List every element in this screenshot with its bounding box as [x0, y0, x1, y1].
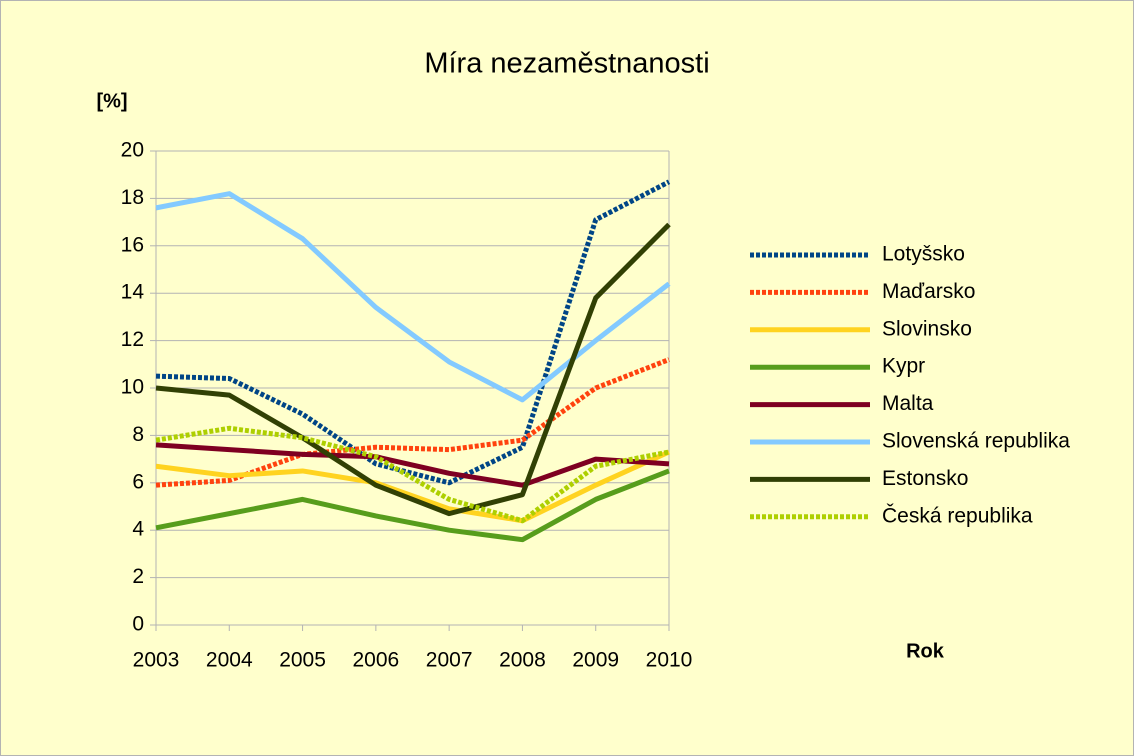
series-line — [155, 425, 670, 524]
y-tick-label: 16 — [121, 233, 144, 256]
y-tick-label: 12 — [121, 328, 144, 351]
legend-label: Maďarsko — [882, 280, 975, 303]
y-tick-label: 20 — [121, 139, 144, 162]
chart-title: Míra nezaměstnanosti — [424, 48, 709, 80]
legend-label: Kypr — [882, 355, 925, 378]
series-line — [155, 191, 671, 403]
x-tick-label: 2008 — [499, 649, 546, 672]
series-line — [155, 449, 671, 524]
legend-label: Malta — [882, 392, 934, 415]
x-tick-label: 2006 — [352, 649, 399, 672]
legend-label: Slovinsko — [882, 317, 972, 340]
y-tick-label: 0 — [132, 613, 144, 636]
y-tick-label: 8 — [132, 423, 144, 446]
x-tick-label: 2007 — [426, 649, 473, 672]
series-line — [155, 179, 671, 486]
series-line — [155, 468, 670, 543]
x-tick-label: 2003 — [133, 649, 180, 672]
legend-label: Lotyšsko — [882, 243, 965, 266]
x-axis-label: Rok — [906, 640, 945, 662]
x-tick-label: 2009 — [572, 649, 619, 672]
series-line — [155, 222, 671, 517]
x-tick-label: 2005 — [279, 649, 326, 672]
legend-label: Estonsko — [882, 467, 968, 490]
x-tick-label: 2010 — [646, 649, 693, 672]
y-tick-label: 6 — [132, 470, 144, 493]
y-tick-label: 10 — [121, 376, 144, 399]
legend-label: Česká republika — [882, 504, 1033, 527]
y-axis-label: [%] — [96, 90, 127, 112]
legend-label: Slovenská republika — [882, 430, 1070, 453]
y-tick-label: 4 — [132, 518, 144, 541]
x-tick-label: 2004 — [206, 649, 253, 672]
y-tick-label: 2 — [132, 565, 144, 588]
y-tick-label: 14 — [121, 281, 145, 304]
y-tick-label: 18 — [121, 186, 144, 209]
series-line — [155, 442, 670, 488]
